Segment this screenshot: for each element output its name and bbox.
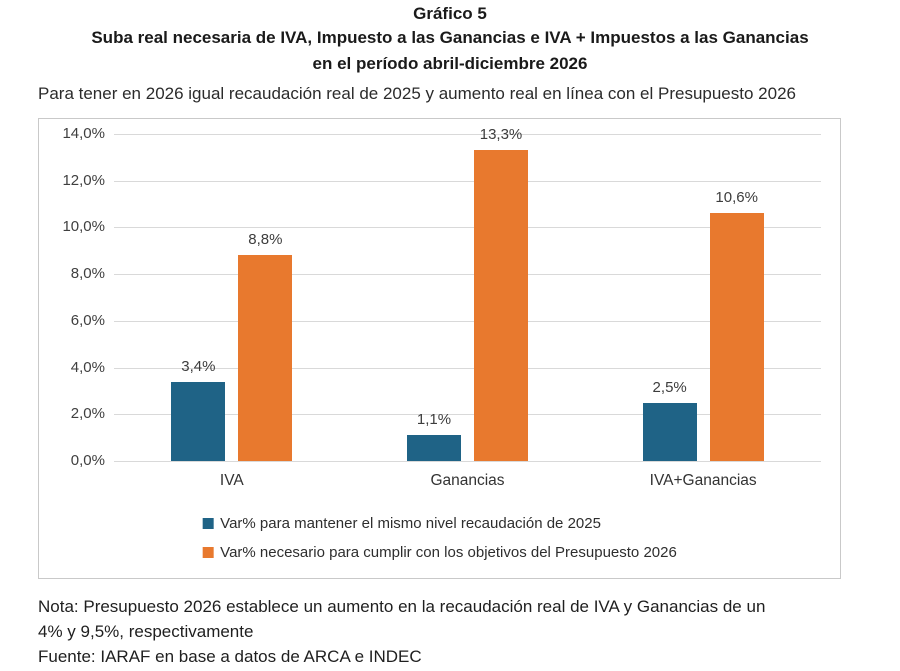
bar-orange-iva (238, 255, 293, 461)
gridline (114, 227, 821, 228)
note-line2: 4% y 9,5%, respectivamente (38, 622, 254, 641)
gridline (114, 274, 821, 275)
legend-swatch-icon (202, 547, 214, 558)
y-tick-label: 14,0% (62, 125, 105, 142)
gridline (114, 321, 821, 322)
x-category-label: IVA+Ganancias (649, 472, 757, 489)
plot-area: 3,4% 8,8% 1,1% 13,3% 2,5% 10,6% (114, 126, 821, 462)
legend-item: Var% para mantener el mismo nivel recaud… (202, 515, 677, 532)
gridline (114, 368, 821, 369)
chart-number-title: Gráfico 5 (413, 4, 487, 23)
legend-swatch-icon (202, 518, 214, 529)
y-tick-label: 10,0% (62, 218, 105, 235)
bar-blue-ganancias (407, 435, 461, 461)
y-tick-label: 2,0% (70, 405, 105, 422)
bar-value-label: 10,6% (715, 189, 758, 206)
y-tick-label: 12,0% (62, 172, 105, 189)
gridline (114, 461, 821, 462)
bar-blue-iva+ganancias (642, 403, 697, 461)
bar-value-label: 1,1% (416, 411, 452, 428)
source-line: Fuente: IARAF en base a datos de ARCA e … (38, 647, 422, 666)
bar-value-label: 2,5% (652, 379, 687, 396)
y-tick-label: 0,0% (70, 452, 105, 469)
legend-label: Var% necesario para cumplir con los obje… (220, 544, 677, 561)
x-category-label: Ganancias (430, 472, 505, 489)
y-tick-label: 6,0% (70, 312, 105, 329)
bar-value-label: 8,8% (248, 231, 283, 248)
bar-orange-iva+ganancias (709, 213, 764, 461)
note-line1: Nota: Presupuesto 2026 establece un aume… (38, 597, 766, 616)
chart-subtitle: Para tener en 2026 igual recaudación rea… (38, 84, 796, 103)
gridline (114, 181, 821, 182)
bar-blue-iva (171, 382, 226, 461)
gridline (114, 414, 821, 415)
bar-orange-ganancias (474, 150, 528, 461)
bar-value-label: 3,4% (181, 358, 216, 375)
y-tick-label: 4,0% (70, 359, 105, 376)
gridline (114, 134, 821, 135)
chart-title-line2: en el período abril-diciembre 2026 (312, 54, 588, 73)
legend-label: Var% para mantener el mismo nivel recaud… (220, 515, 601, 532)
x-category-label: IVA (219, 472, 244, 489)
legend: Var% para mantener el mismo nivel recaud… (202, 515, 677, 573)
legend-item: Var% necesario para cumplir con los obje… (202, 544, 677, 561)
chart-title-line1: Suba real necesaria de IVA, Impuesto a l… (91, 28, 809, 47)
y-tick-label: 8,0% (70, 265, 105, 282)
footnote-block: Nota: Presupuesto 2026 establece un aume… (38, 594, 900, 669)
chart-area: 3,4% 8,8% 1,1% 13,3% 2,5% 10,6% Var% para man… (38, 118, 841, 579)
page: Gráfico 5 Suba real necesaria de IVA, Im… (0, 3, 900, 669)
bar-value-label: 13,3% (479, 126, 523, 143)
